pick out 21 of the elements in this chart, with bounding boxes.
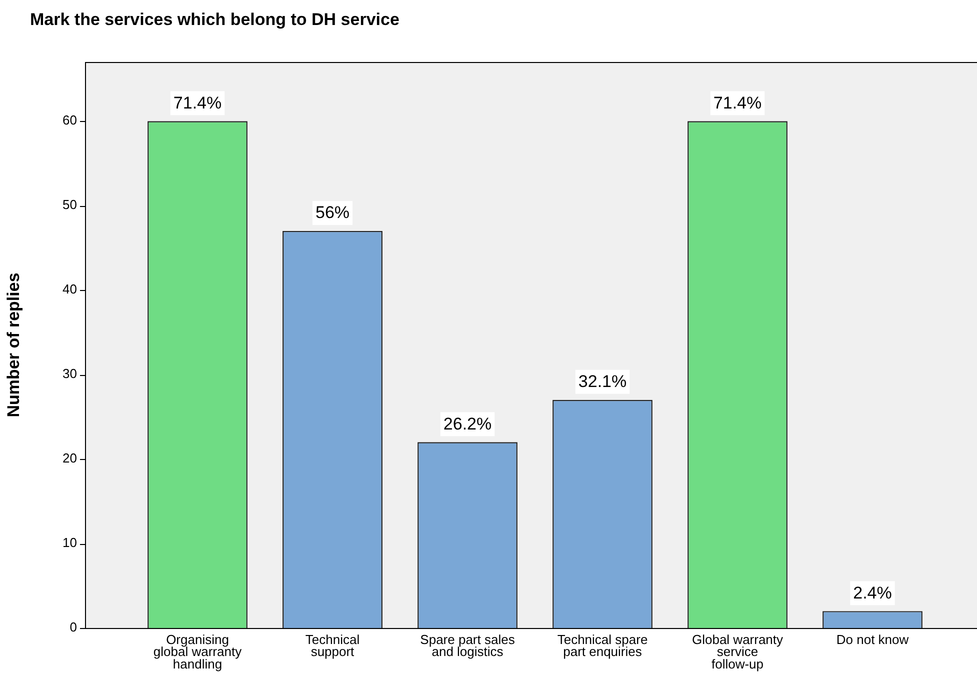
y-tick-label: 20: [62, 450, 77, 466]
y-tick-label: 10: [62, 535, 77, 550]
y-tick-label: 30: [62, 366, 77, 382]
annotation: 32.1%: [578, 372, 627, 392]
y-tick-label: 40: [62, 282, 77, 297]
y-tick-label: 60: [62, 112, 77, 128]
annotation: 26.2%: [443, 414, 492, 434]
annotation: 71.4%: [173, 93, 222, 112]
x-tick-label: Do not know: [836, 632, 910, 647]
annotation: 71.4%: [713, 93, 762, 112]
y-tick-label: 0: [70, 620, 77, 635]
x-tick-label: Technical support: [305, 632, 360, 660]
annotation: 56%: [315, 203, 350, 222]
y-axis-title: Number of replies: [4, 272, 23, 418]
chart-title: Mark the services which belong to DH service: [30, 10, 400, 30]
y-tick-label: 50: [62, 197, 77, 212]
x-tick-label: Organising global warranty handling: [153, 632, 242, 672]
x-tick-label: Technical spare part enquiries: [557, 632, 648, 660]
x-tick-label: Global warranty service follow-up: [692, 632, 784, 672]
x-tick-label: Spare part sales and logistics: [420, 632, 516, 660]
annotation: 2.4%: [853, 583, 892, 602]
